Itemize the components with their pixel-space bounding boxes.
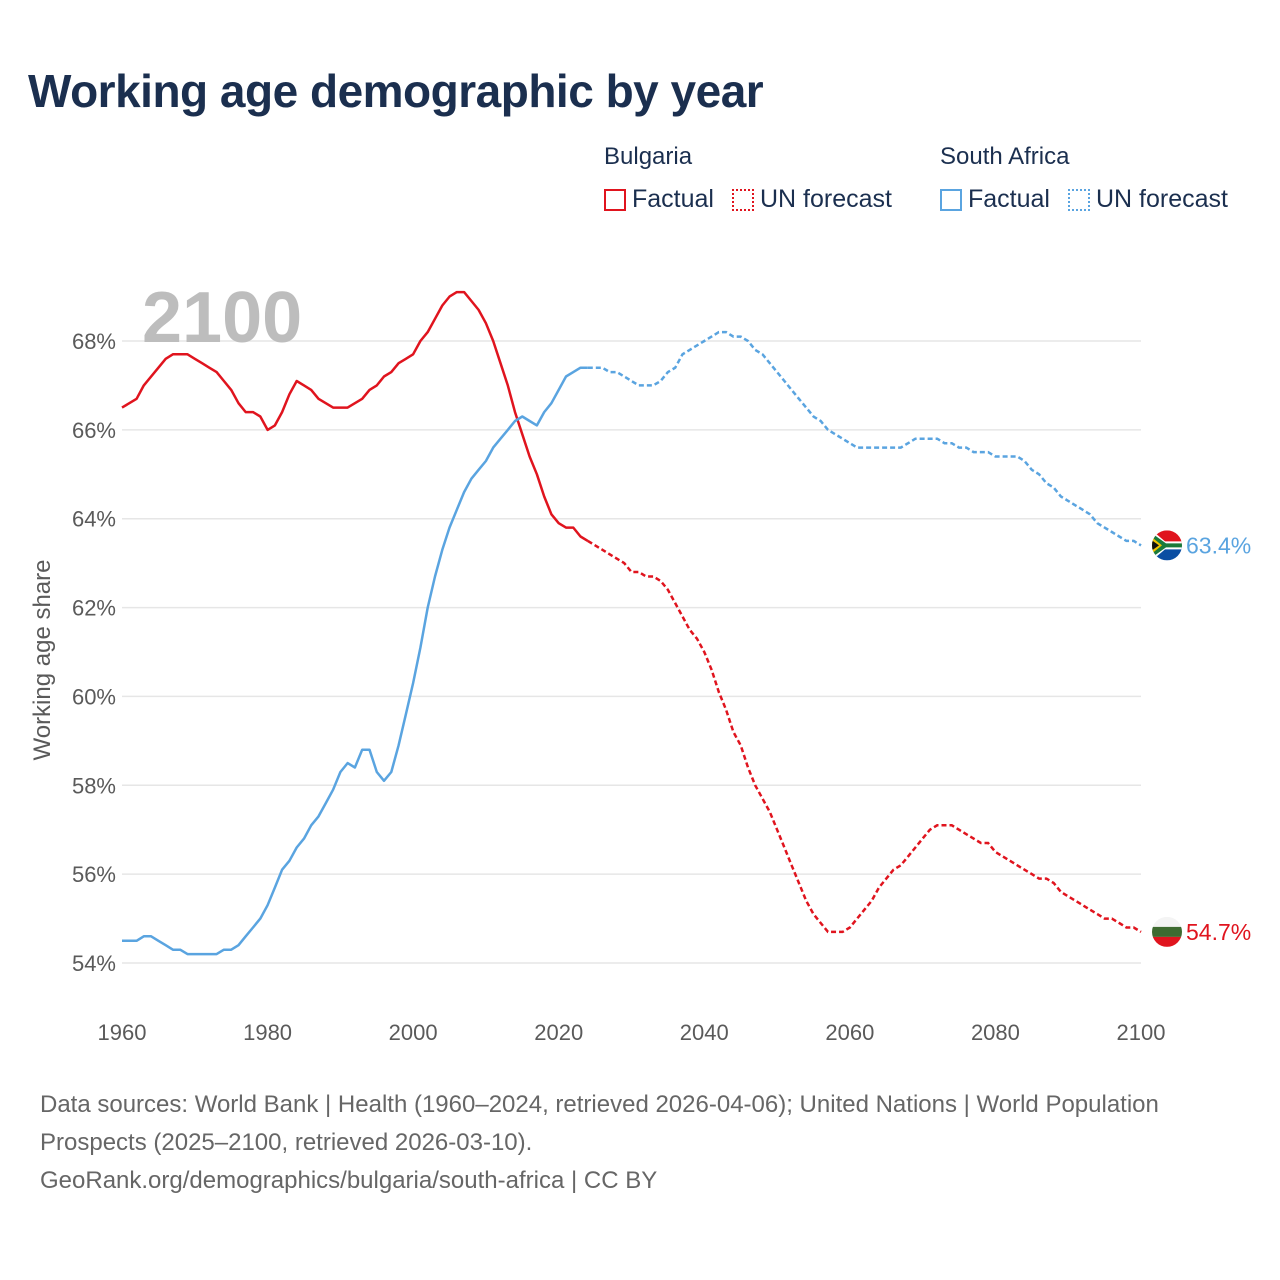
legend-bulgaria-forecast[interactable]: UN forecast <box>731 185 892 214</box>
x-tick-label-1960: 1960 <box>98 1020 147 1045</box>
y-tick-label-68: 68% <box>72 329 116 354</box>
south-africa-flag-icon <box>1152 530 1182 561</box>
x-tick-label-1980: 1980 <box>243 1020 292 1045</box>
x-tick-label-2080: 2080 <box>971 1020 1020 1045</box>
y-tick-label-54: 54% <box>72 951 116 976</box>
series-line-south-africa-forecast[interactable] <box>587 330 1142 547</box>
current-year-watermark: 2100 <box>142 278 302 358</box>
legend-bulgaria: Bulgaria Factual UN forecast <box>604 143 910 214</box>
y-tick-label-62: 62% <box>72 596 116 621</box>
y-tick-label-66: 66% <box>72 418 116 443</box>
y-tick-label-58: 58% <box>72 773 116 798</box>
chart-title: Working age demographic by year <box>28 65 764 117</box>
y-tick-label-64: 64% <box>72 507 116 532</box>
end-value-label-south-africa: 63.4% <box>1186 532 1251 558</box>
legend-bulgaria-name: Bulgaria <box>604 143 693 170</box>
chart-footer: Data sources: World Bank | Health (1960–… <box>40 1086 1200 1200</box>
series-line-bulgaria-forecast[interactable] <box>587 539 1142 934</box>
y-axis-label: Working age share <box>29 560 56 761</box>
legend-bulgaria-factual[interactable]: Factual <box>604 185 714 214</box>
x-tick-label-2100: 2100 <box>1117 1020 1166 1045</box>
series-line-bulgaria-factual[interactable] <box>121 290 589 542</box>
dotted-line-swatch-icon <box>731 188 754 211</box>
legend-south-africa-factual-label: Factual <box>968 185 1050 213</box>
x-tick-label-2040: 2040 <box>680 1020 729 1045</box>
bulgaria-flag-icon <box>1152 916 1182 947</box>
legend-south-africa-name: South Africa <box>940 143 1070 170</box>
dotted-line-swatch-icon <box>1067 188 1090 211</box>
series-line-south-africa-factual[interactable] <box>122 366 588 956</box>
data-sources-text: Data sources: World Bank | Health (1960–… <box>40 1091 1159 1156</box>
solid-line-swatch-icon <box>940 188 962 211</box>
y-tick-label-56: 56% <box>72 862 116 887</box>
legend-south-africa-factual[interactable]: Factual <box>940 185 1050 214</box>
legend-bulgaria-forecast-label: UN forecast <box>759 185 892 213</box>
end-value-label-bulgaria: 54.7% <box>1186 919 1251 945</box>
legend-bulgaria-factual-label: Factual <box>632 185 714 213</box>
line-chart: 2100 54% 56% 58% 60% 62% 64% 66% 68% 1960 1980 200… <box>29 278 1251 1045</box>
legend-south-africa-forecast[interactable]: UN forecast <box>1067 185 1228 214</box>
x-tick-label-2020: 2020 <box>534 1020 583 1045</box>
legend-south-africa-forecast-label: UN forecast <box>1095 185 1228 213</box>
solid-line-swatch-icon <box>604 188 626 211</box>
attribution-link[interactable]: GeoRank.org/demographics/bulgaria/south-… <box>40 1167 658 1194</box>
x-tick-label-2060: 2060 <box>825 1020 874 1045</box>
legend-south-africa: South Africa Factual UN forecast <box>940 143 1246 214</box>
y-tick-label-60: 60% <box>72 684 116 709</box>
x-tick-label-2000: 2000 <box>389 1020 438 1045</box>
